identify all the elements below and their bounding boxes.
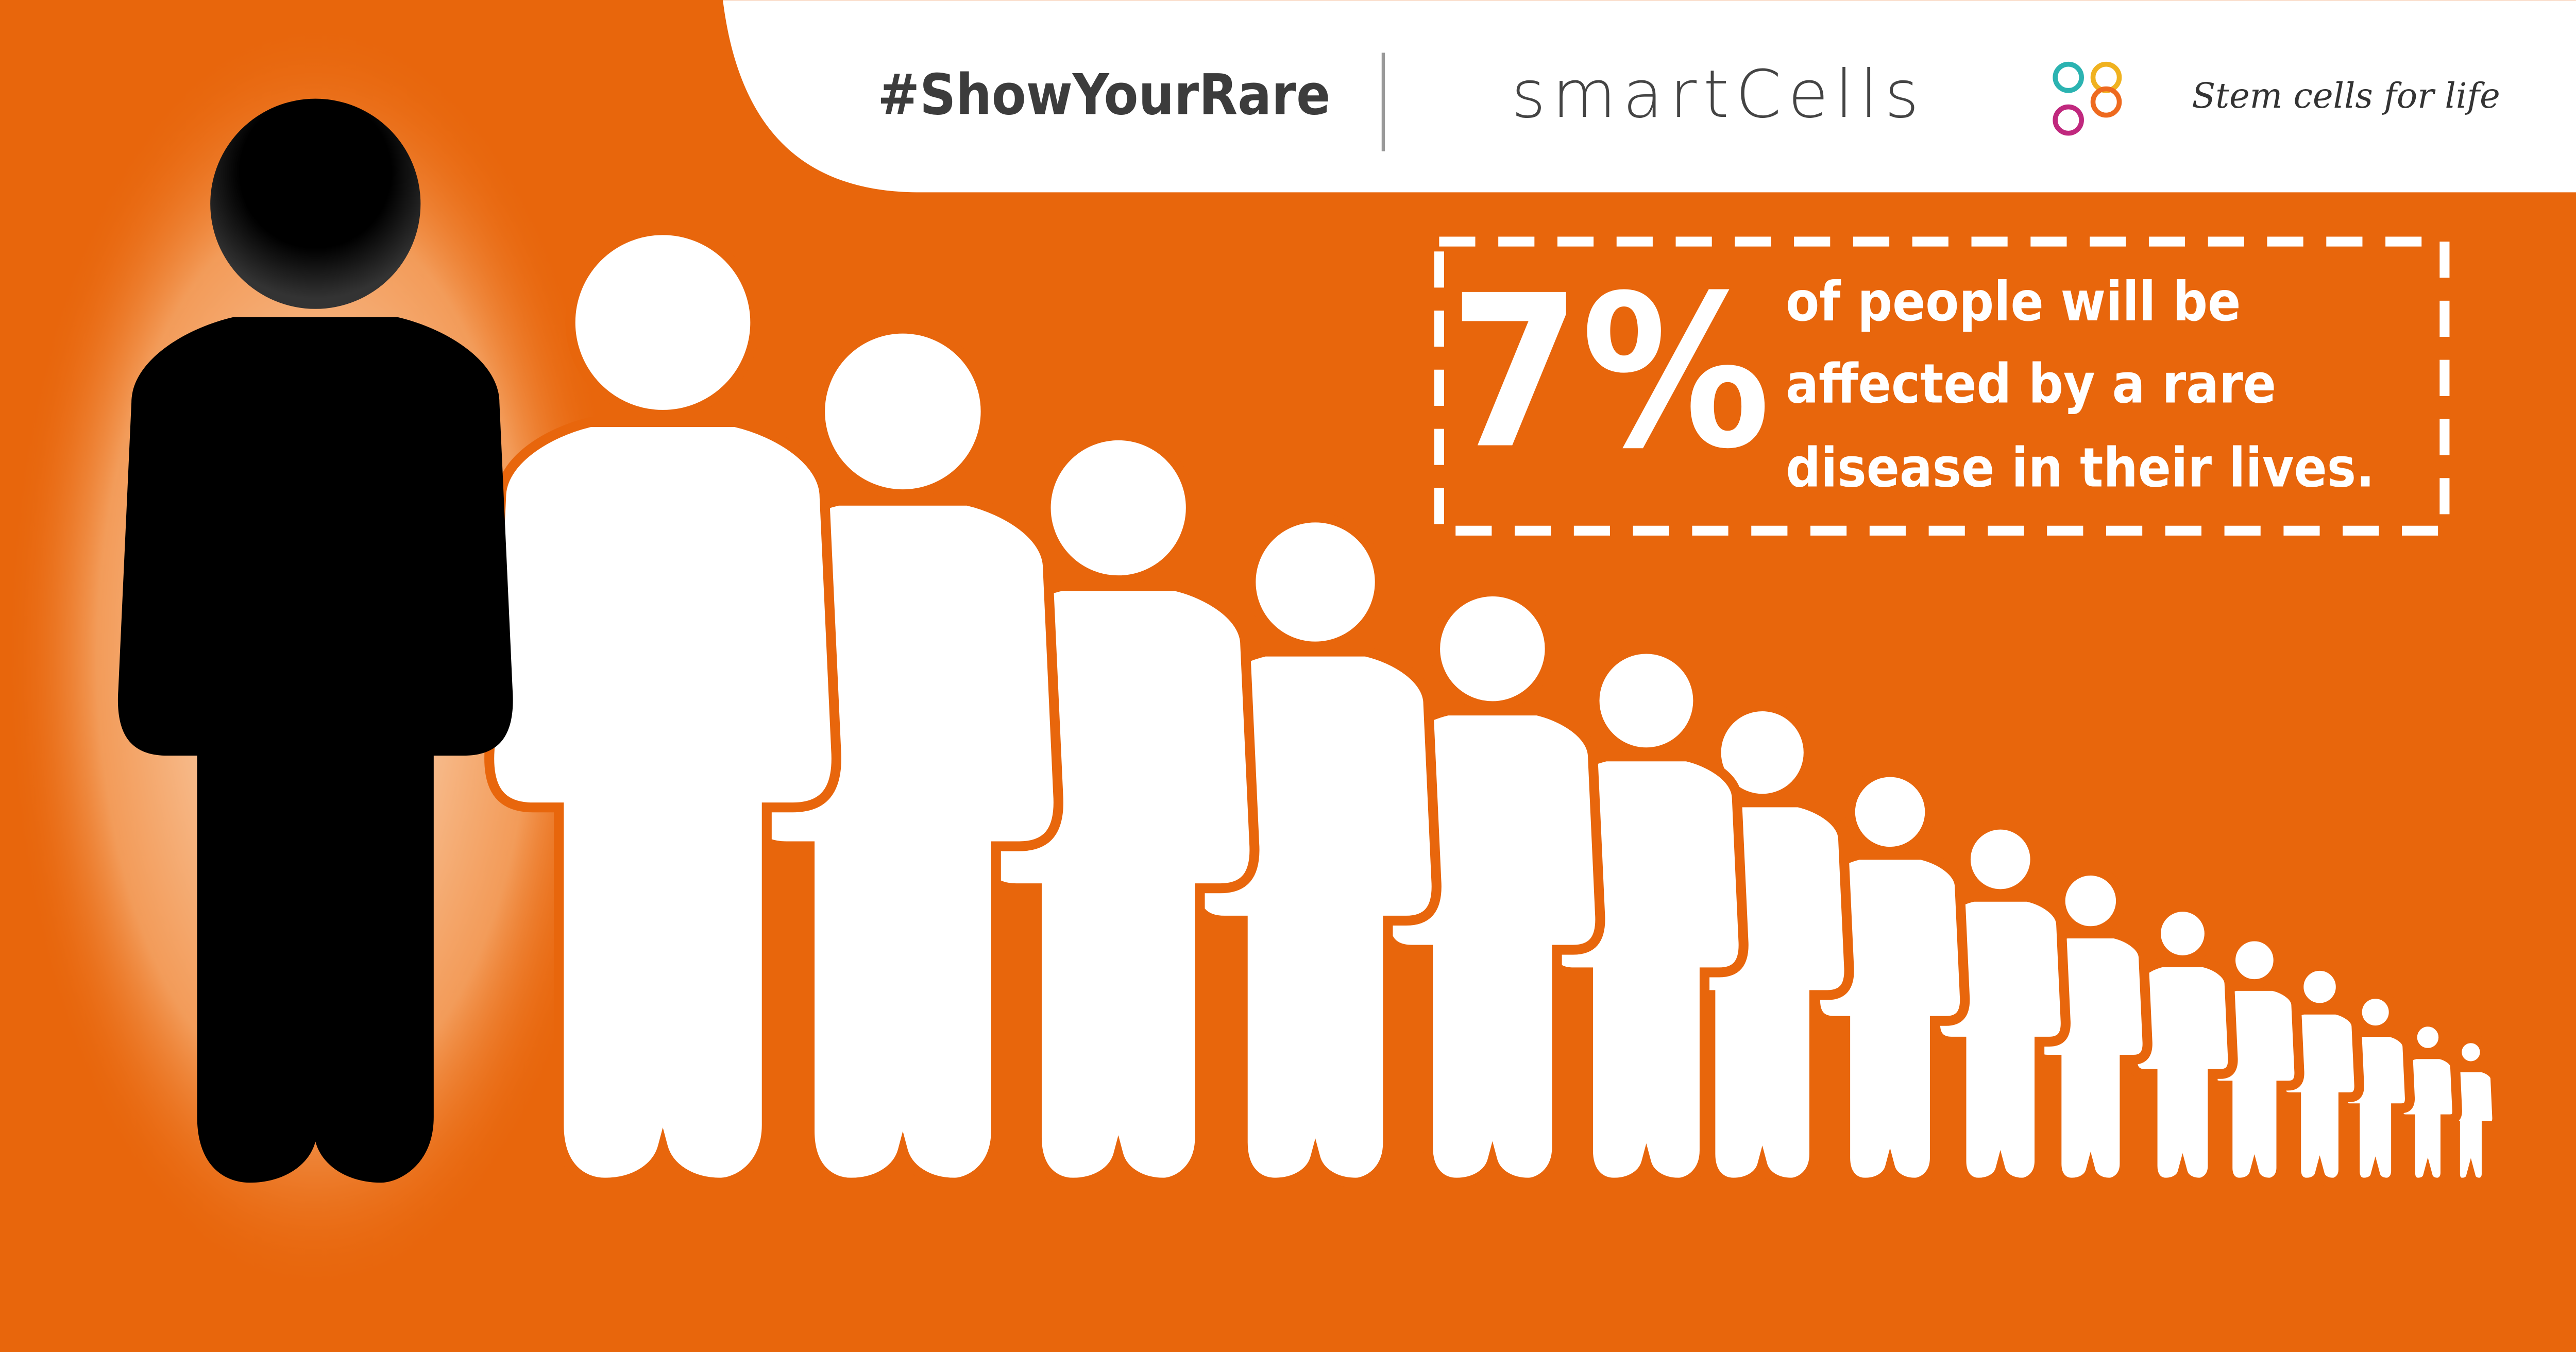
person-figure [1810,767,1970,1188]
figures [117,98,2502,1188]
tagline: Stem cells for life [2192,76,2500,116]
header-band [723,0,2576,193]
brand-logo [2053,61,2122,136]
stat-value: 7% [1449,250,1770,495]
stat-line: affected by a rare [1786,352,2276,416]
brand: smartCells [1512,57,1926,133]
stat-line: of people will be [1786,270,2241,333]
highlighted-figure [117,98,513,1183]
hashtag: #ShowYourRare [877,62,1330,127]
stat-box [1434,236,2450,536]
person-figure [484,225,841,1188]
stat-line: disease in their lives. [1786,436,2375,499]
